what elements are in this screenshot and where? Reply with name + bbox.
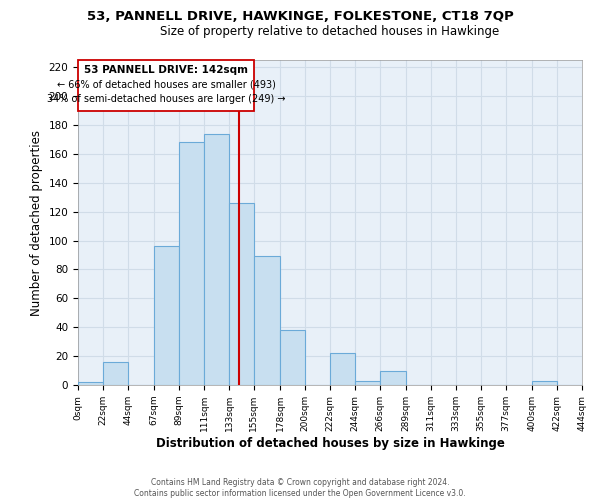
Bar: [330, 353, 355, 385]
FancyBboxPatch shape: [78, 60, 254, 110]
Text: 53 PANNELL DRIVE: 142sqm: 53 PANNELL DRIVE: 142sqm: [84, 65, 248, 75]
Bar: [355, 380, 380, 385]
Title: Size of property relative to detached houses in Hawkinge: Size of property relative to detached ho…: [160, 25, 500, 38]
Bar: [532, 380, 557, 385]
Text: Contains HM Land Registry data © Crown copyright and database right 2024.
Contai: Contains HM Land Registry data © Crown c…: [134, 478, 466, 498]
Bar: [280, 330, 305, 385]
X-axis label: Distribution of detached houses by size in Hawkinge: Distribution of detached houses by size …: [155, 436, 505, 450]
Y-axis label: Number of detached properties: Number of detached properties: [30, 130, 43, 316]
Bar: [229, 203, 254, 385]
Bar: [78, 382, 103, 385]
Bar: [179, 142, 204, 385]
Bar: [103, 362, 128, 385]
Bar: [154, 246, 179, 385]
Bar: [380, 370, 406, 385]
Bar: [204, 134, 229, 385]
Text: ← 66% of detached houses are smaller (493): ← 66% of detached houses are smaller (49…: [56, 80, 275, 90]
Bar: [254, 256, 280, 385]
Text: 34% of semi-detached houses are larger (249) →: 34% of semi-detached houses are larger (…: [47, 94, 285, 104]
Text: 53, PANNELL DRIVE, HAWKINGE, FOLKESTONE, CT18 7QP: 53, PANNELL DRIVE, HAWKINGE, FOLKESTONE,…: [86, 10, 514, 23]
